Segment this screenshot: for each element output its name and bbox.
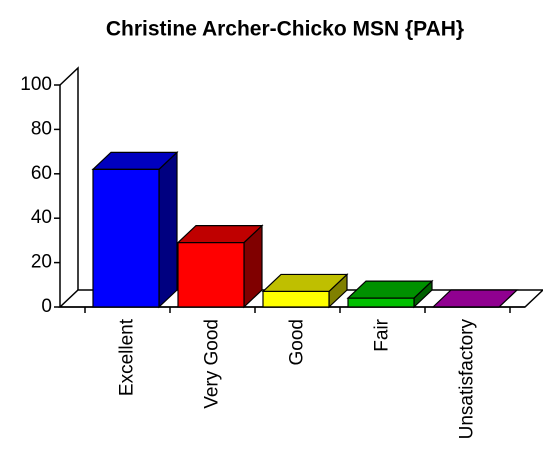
- bar-side: [158, 150, 178, 309]
- x-tick-label: Good: [287, 319, 308, 365]
- x-tick-label: Very Good: [202, 319, 223, 409]
- bar: [176, 224, 264, 309]
- bar: [261, 273, 349, 309]
- x-tick-label: Excellent: [117, 318, 138, 396]
- back-wall: [59, 66, 79, 290]
- y-tick-label: 0: [41, 296, 52, 317]
- bar: [91, 150, 179, 309]
- bar-front: [177, 242, 245, 308]
- bar-front: [347, 297, 415, 308]
- chart-title: Christine Archer-Chicko MSN {PAH}: [106, 18, 464, 41]
- y-tick-label: 20: [31, 252, 52, 273]
- x-tick-label: Unsatisfactory: [457, 319, 478, 440]
- bar: [346, 279, 434, 309]
- bar-front: [262, 290, 330, 308]
- y-tick-label: 40: [31, 207, 52, 228]
- bar: [431, 289, 519, 308]
- x-tick-label: Fair: [372, 318, 393, 351]
- y-tick-label: 100: [20, 74, 52, 95]
- y-tick-label: 80: [31, 118, 52, 139]
- bar-front: [92, 168, 160, 308]
- y-tick-label: 60: [31, 163, 52, 184]
